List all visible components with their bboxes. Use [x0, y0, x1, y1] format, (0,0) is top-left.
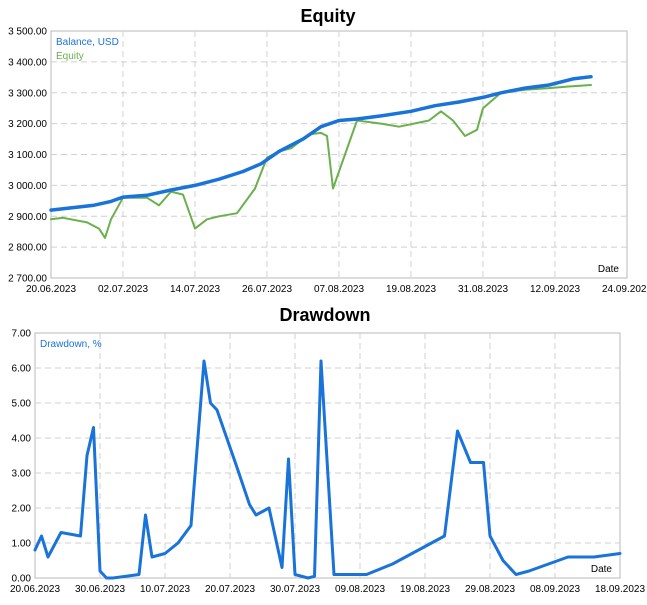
equity-x-axis-label: Date: [598, 264, 620, 275]
x-tick-label: 20.06.2023: [26, 284, 76, 295]
x-tick-label: 20.06.2023: [10, 584, 60, 595]
x-tick-label: 19.08.2023: [386, 284, 436, 295]
x-tick-label: 08.09.2023: [530, 584, 580, 595]
equity-title: Equity: [300, 6, 355, 26]
y-tick-label: 7.00: [12, 329, 32, 340]
x-tick-label: 18.09.2023: [595, 584, 645, 595]
y-tick-label: 3 200.00: [8, 119, 47, 130]
x-tick-label: 02.07.2023: [98, 284, 148, 295]
legend-drawdown: Drawdown, %: [40, 339, 102, 350]
x-tick-label: 30.06.2023: [75, 584, 125, 595]
drawdown-y-tick-labels: 0.00 1.00 2.00 3.00 4.00 5.00 6.00 7.00: [12, 329, 32, 585]
y-tick-label: 6.00: [12, 364, 32, 375]
legend-equity: Equity: [56, 51, 84, 62]
x-tick-label: 30.07.2023: [270, 584, 320, 595]
x-tick-label: 26.07.2023: [242, 284, 292, 295]
drawdown-x-tick-labels: 20.06.2023 30.06.2023 10.07.2023 20.07.2023…: [10, 584, 645, 595]
drawdown-series: [33, 359, 622, 580]
y-tick-label: 4.00: [12, 434, 32, 445]
x-tick-label: 31.08.2023: [458, 284, 508, 295]
equity-x-tick-labels: 20.06.2023 02.07.2023 14.07.2023 26.07.2023…: [26, 284, 647, 295]
equity-gridlines: [51, 31, 627, 278]
y-tick-label: 2.00: [12, 504, 32, 515]
y-tick-label: 2 900.00: [8, 212, 47, 223]
x-tick-label: 07.08.2023: [314, 284, 364, 295]
y-tick-label: 3 400.00: [8, 57, 47, 68]
x-tick-label: 24.09.2023: [602, 284, 647, 295]
equity-chart: Equity 2 700.00 2 800.00 2 900.00 3 000.00 3…: [8, 6, 647, 295]
x-tick-label: 19.08.2023: [400, 584, 450, 595]
y-tick-label: 3.00: [12, 469, 32, 480]
equity-series: [49, 74, 593, 239]
legend-balance-usd: Balance, USD: [56, 37, 119, 48]
y-tick-label: 2 800.00: [8, 243, 47, 254]
x-tick-label: 12.09.2023: [530, 284, 580, 295]
y-tick-label: 3 300.00: [8, 88, 47, 99]
drawdown-title: Drawdown: [279, 305, 370, 325]
x-tick-label: 09.08.2023: [335, 584, 385, 595]
x-tick-label: 29.08.2023: [465, 584, 515, 595]
series-line-balance-usd: [49, 74, 593, 212]
y-tick-label: 0.00: [12, 574, 32, 585]
y-tick-label: 3 000.00: [8, 181, 47, 192]
series-line-drawdown: [33, 359, 622, 580]
y-tick-label: 2 700.00: [8, 274, 47, 285]
equity-y-tick-labels: 2 700.00 2 800.00 2 900.00 3 000.00 3 100.00…: [8, 27, 47, 285]
drawdown-x-axis-label: Date: [591, 564, 613, 575]
y-tick-label: 1.00: [12, 539, 32, 550]
x-tick-label: 14.07.2023: [170, 284, 220, 295]
y-tick-label: 5.00: [12, 399, 32, 410]
drawdown-chart: Drawdown 0.00 1.00 2.00 3.00 4.00 5.00 6.00 7.0…: [10, 305, 645, 595]
y-tick-label: 3 500.00: [8, 27, 47, 38]
x-tick-label: 20.07.2023: [205, 584, 255, 595]
y-tick-label: 3 100.00: [8, 150, 47, 161]
x-tick-label: 10.07.2023: [140, 584, 190, 595]
